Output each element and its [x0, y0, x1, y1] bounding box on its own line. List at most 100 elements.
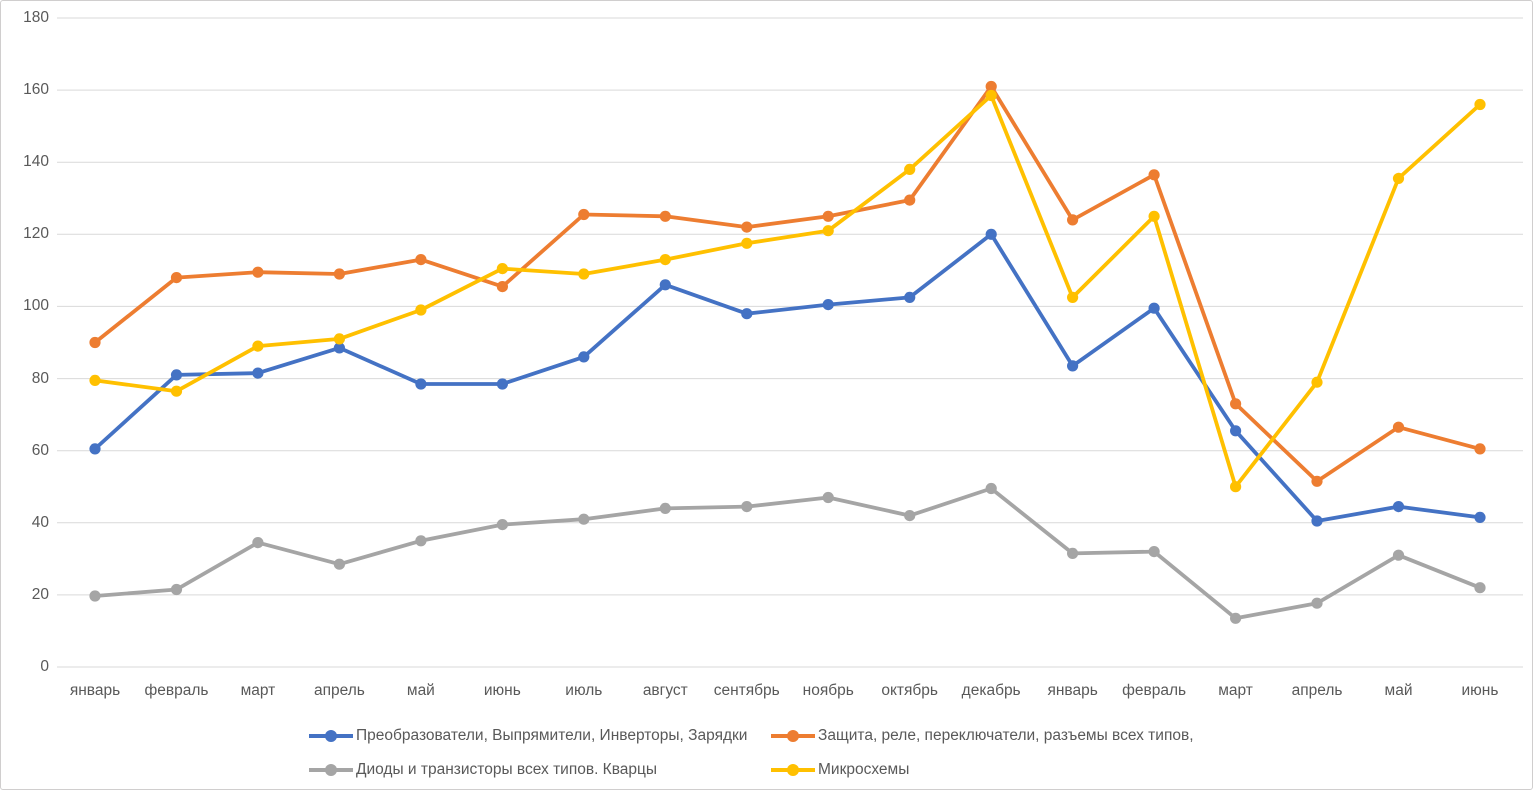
data-point [578, 208, 590, 221]
legend-marker-icon [771, 730, 815, 742]
data-point [1474, 582, 1486, 594]
series-1 [89, 80, 1486, 487]
data-point [415, 304, 427, 316]
data-point [89, 336, 101, 349]
data-point [1230, 612, 1242, 624]
data-point [1392, 421, 1405, 433]
x-tick-label: октябрь [881, 682, 939, 699]
legend-marker-icon [309, 730, 353, 742]
y-tick-label: 120 [23, 225, 49, 243]
legend-item-2: Диоды и транзисторы всех типов. Кварцы [309, 761, 657, 779]
series-line [93, 93, 1482, 489]
data-point [1311, 597, 1323, 609]
y-tick-label: 40 [31, 513, 49, 531]
x-tick-label: март [240, 682, 276, 699]
series-line [93, 486, 1482, 621]
data-point [1474, 98, 1486, 111]
x-tick-label: май [406, 682, 435, 699]
data-point [89, 374, 101, 386]
x-tick-label: ноябрь [802, 682, 854, 699]
data-point [252, 367, 264, 379]
data-point [1392, 501, 1405, 513]
x-tick-label: апрель [313, 682, 365, 699]
data-point [252, 340, 264, 352]
y-tick-label: 180 [23, 8, 49, 26]
data-point [89, 590, 101, 602]
x-tick-label: апрель [1291, 682, 1343, 699]
data-point [985, 228, 997, 240]
data-point [904, 291, 916, 303]
plot-area [57, 17, 1523, 668]
data-point [1311, 515, 1323, 527]
legend-item-1: Защита, реле, переключатели, разъемы все… [771, 727, 1194, 745]
data-point [1067, 547, 1079, 560]
data-point [1067, 360, 1079, 372]
x-tick-label: июнь [483, 682, 521, 699]
data-point [904, 509, 916, 522]
data-point [415, 254, 427, 266]
data-point [1311, 475, 1323, 487]
x-tick-label: июль [565, 682, 603, 699]
x-tick-label: март [1218, 682, 1253, 699]
legend-item-3: Микросхемы [771, 761, 909, 779]
x-tick-label: декабрь [961, 682, 1021, 699]
data-point [741, 308, 753, 320]
x-tick-label: сентябрь [713, 682, 780, 699]
data-point [822, 491, 834, 504]
series-line [93, 232, 1482, 523]
data-point [333, 268, 345, 280]
y-tick-label: 60 [31, 441, 49, 459]
y-tick-label: 80 [31, 369, 49, 387]
data-point [333, 333, 345, 345]
data-point [659, 279, 671, 291]
x-tick-label: февраль [144, 682, 209, 699]
data-point [1148, 302, 1160, 314]
data-point [333, 558, 345, 570]
series-2 [89, 482, 1486, 624]
data-point [333, 342, 345, 354]
data-point [904, 163, 916, 175]
data-point [170, 583, 183, 596]
data-point [1230, 425, 1242, 437]
y-tick-label: 100 [23, 297, 49, 315]
legend-label: Микросхемы [818, 761, 910, 778]
y-tick-label: 0 [40, 658, 49, 675]
y-tick-label: 160 [23, 81, 49, 99]
data-point [252, 266, 264, 278]
data-point [1148, 169, 1160, 181]
data-point [170, 369, 183, 381]
x-tick-label: июнь [1461, 682, 1499, 699]
x-tick-label: январь [69, 682, 121, 699]
legend-label: Защита, реле, переключатели, разъемы все… [818, 727, 1194, 744]
data-point [1474, 443, 1486, 455]
data-point [1474, 511, 1486, 523]
data-point [659, 502, 671, 514]
series-3 [89, 89, 1486, 493]
y-tick-label: 20 [31, 585, 49, 603]
data-point [1067, 291, 1079, 303]
data-point [1392, 172, 1405, 184]
data-point [822, 225, 834, 237]
legend-label: Преобразователи, Выпрямители, Инверторы,… [356, 727, 748, 744]
data-point [1067, 214, 1079, 226]
data-point [1148, 546, 1160, 558]
x-tick-label: май [1384, 682, 1413, 699]
data-point [904, 194, 916, 206]
data-point [170, 385, 183, 397]
data-point [170, 272, 183, 284]
data-point [578, 351, 590, 363]
data-point [741, 501, 753, 513]
data-point [578, 268, 590, 280]
x-tick-label: август [642, 682, 688, 699]
data-point [1148, 210, 1160, 222]
data-point [496, 519, 508, 531]
legend-item-0: Преобразователи, Выпрямители, Инверторы,… [309, 727, 747, 745]
data-point [1230, 481, 1242, 493]
data-point [985, 89, 997, 102]
series-0 [89, 228, 1486, 527]
data-point [1311, 376, 1323, 388]
y-tick-label: 140 [23, 153, 49, 171]
legend-marker-icon [771, 764, 815, 776]
data-point [496, 281, 508, 293]
